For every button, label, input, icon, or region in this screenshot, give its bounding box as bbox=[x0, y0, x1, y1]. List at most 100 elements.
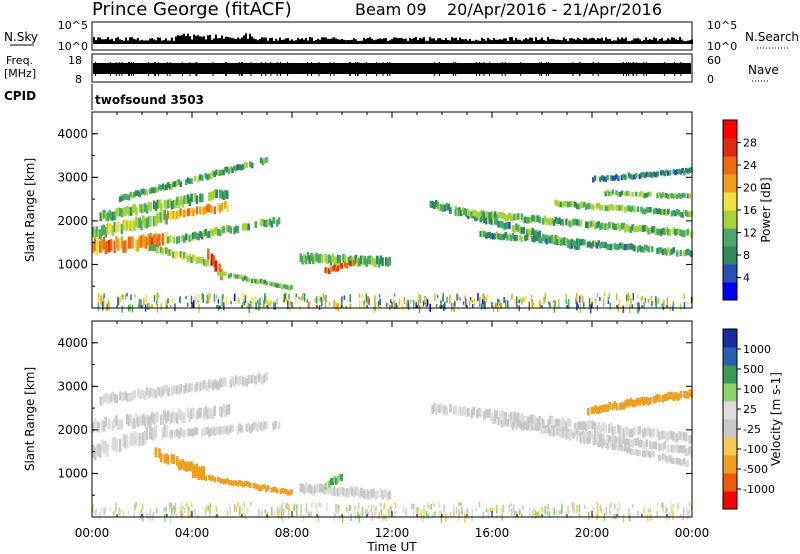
echo-cell bbox=[518, 420, 522, 429]
echo-cell bbox=[154, 187, 158, 193]
noise-cell bbox=[515, 510, 517, 520]
nsky-bar bbox=[681, 39, 683, 44]
echo-cell bbox=[117, 238, 120, 252]
noise-cell bbox=[402, 505, 405, 513]
x-tick-label: 08:00 bbox=[275, 526, 310, 540]
echo-cell bbox=[267, 485, 270, 491]
echo-cell bbox=[643, 208, 647, 215]
nsky-bar bbox=[137, 38, 139, 44]
echo-cell bbox=[634, 172, 638, 178]
echo-cell bbox=[684, 249, 688, 256]
noise-cell bbox=[100, 295, 102, 300]
noise-cell bbox=[679, 304, 682, 311]
noise-cell bbox=[264, 293, 266, 302]
noise-cell bbox=[656, 502, 659, 507]
echo-cell bbox=[222, 191, 225, 201]
echo-cell bbox=[617, 191, 620, 197]
echo-cell bbox=[142, 204, 145, 213]
echo-cell bbox=[663, 209, 666, 215]
echo-cell bbox=[490, 211, 493, 219]
noise-cell bbox=[225, 296, 228, 305]
noise-cell bbox=[341, 514, 344, 524]
echo-cell bbox=[236, 376, 240, 386]
noise-cell bbox=[229, 507, 232, 516]
noise-cell bbox=[396, 305, 399, 310]
nsearch-tick-top: 10^5 bbox=[707, 19, 737, 32]
echo-cell bbox=[299, 253, 303, 263]
echo-cell bbox=[118, 438, 122, 452]
echo-cell bbox=[661, 430, 665, 440]
echo-cell bbox=[513, 419, 516, 428]
nsky-bar bbox=[405, 38, 407, 44]
echo-cell bbox=[475, 409, 479, 419]
echo-cell bbox=[142, 215, 145, 226]
echo-cell bbox=[667, 431, 670, 441]
nsky-bar bbox=[489, 39, 491, 44]
echo-cell bbox=[586, 203, 590, 209]
x-tick-label: 04:00 bbox=[175, 526, 210, 540]
echo-cell bbox=[222, 271, 225, 276]
echo-cell bbox=[634, 191, 638, 197]
noise-cell bbox=[323, 296, 325, 300]
echo-cell bbox=[624, 400, 627, 408]
echo-cell bbox=[154, 424, 158, 438]
echo-cell bbox=[365, 489, 368, 498]
noise-cell bbox=[255, 302, 257, 310]
echo-cell bbox=[185, 383, 188, 392]
nsky-bar bbox=[657, 40, 659, 44]
freq-spike bbox=[333, 62, 335, 76]
echo-cell bbox=[363, 255, 367, 265]
nsky-bar bbox=[421, 38, 423, 44]
echo-cell bbox=[499, 411, 502, 421]
echo-cell bbox=[667, 456, 670, 464]
echo-cell bbox=[209, 476, 213, 482]
echo-cell bbox=[649, 397, 652, 405]
echo-cell bbox=[208, 429, 211, 437]
noise-cell bbox=[251, 296, 254, 304]
noise-cell bbox=[213, 293, 216, 303]
echo-cell bbox=[370, 256, 374, 265]
echo-cell bbox=[650, 428, 654, 438]
echo-cell bbox=[186, 384, 190, 394]
echo-cell bbox=[531, 235, 534, 242]
noise-cell bbox=[267, 301, 269, 307]
echo-cell bbox=[642, 193, 645, 198]
echo-cell bbox=[124, 194, 127, 200]
echo-cell bbox=[547, 427, 550, 434]
echo-cell bbox=[629, 448, 633, 455]
echo-cell bbox=[493, 410, 497, 419]
noise-cell bbox=[164, 300, 167, 309]
noise-cell bbox=[685, 506, 688, 514]
echo-cell bbox=[504, 214, 508, 222]
echo-cell bbox=[559, 430, 563, 438]
echo-cell bbox=[625, 243, 629, 250]
echo-cell bbox=[565, 433, 568, 440]
echo-cell bbox=[263, 484, 266, 490]
echo-cell bbox=[483, 230, 486, 237]
echo-cell bbox=[301, 483, 304, 493]
freq-spike bbox=[483, 62, 485, 76]
noise-cell bbox=[379, 298, 381, 305]
echo-cell bbox=[656, 428, 659, 438]
echo-cell bbox=[234, 225, 238, 233]
echo-cell bbox=[134, 216, 138, 227]
echo-cell bbox=[138, 390, 142, 400]
echo-cell bbox=[602, 422, 606, 431]
noise-cell bbox=[281, 504, 283, 512]
echo-cell bbox=[165, 184, 168, 190]
nsky-bar bbox=[673, 37, 675, 44]
noise-cell bbox=[554, 305, 557, 309]
echo-cell bbox=[581, 434, 584, 442]
echo-cell bbox=[650, 246, 654, 253]
nsky-bar bbox=[499, 39, 501, 44]
echo-cell bbox=[520, 236, 524, 243]
noise-cell bbox=[282, 508, 285, 516]
echo-cell bbox=[240, 164, 243, 171]
echo-cell bbox=[584, 204, 588, 210]
noise-cell bbox=[576, 303, 578, 311]
noise-cell bbox=[285, 504, 287, 509]
echo-cell bbox=[185, 195, 188, 204]
noise-cell bbox=[171, 507, 173, 515]
nsky-bar bbox=[267, 40, 269, 44]
echo-cell bbox=[351, 257, 354, 267]
